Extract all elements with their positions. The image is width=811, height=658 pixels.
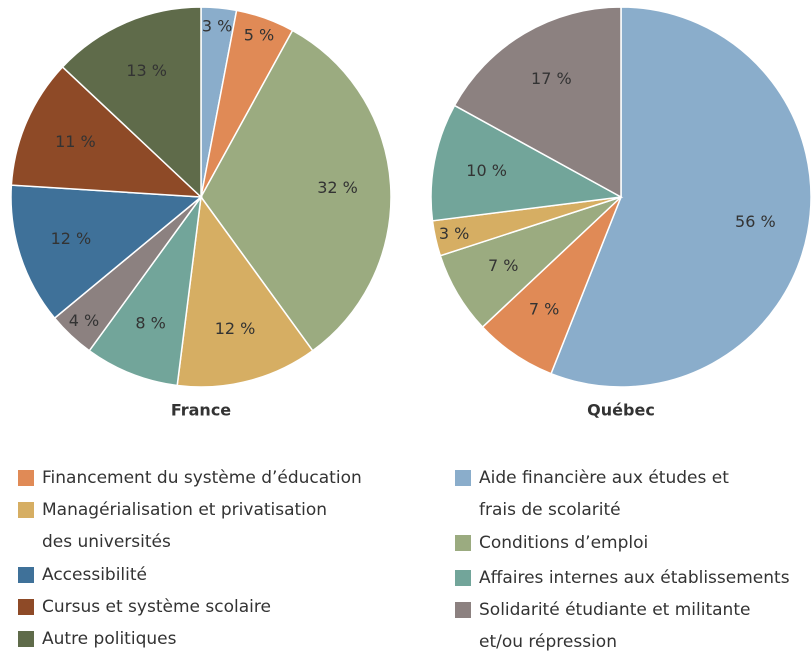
chart-title: France xyxy=(171,401,231,420)
slice-label: 4 % xyxy=(69,311,99,330)
legend-label: Autre politiques xyxy=(42,629,177,649)
legend-swatch xyxy=(18,567,34,583)
slice-label: 11 % xyxy=(55,132,96,151)
legend-item: Aide financière aux études et frais de s… xyxy=(455,462,729,526)
legend-item: Affaires internes aux établissements xyxy=(455,562,811,594)
legend-label: Conditions d’emploi xyxy=(479,533,649,553)
slice-label: 56 % xyxy=(735,212,776,231)
slice-label: 12 % xyxy=(215,319,256,338)
legend-item: Autre politiques xyxy=(18,623,422,655)
pie-slice xyxy=(61,6,202,199)
slice-label: 12 % xyxy=(51,229,92,248)
legend-label: Financement du système d’éducation xyxy=(42,468,362,488)
legend-label: Cursus et système scolaire xyxy=(42,597,271,617)
legend-swatch xyxy=(18,631,34,647)
legend-label: Aide financière aux études et frais de s… xyxy=(479,468,729,520)
pie-slice xyxy=(10,65,204,198)
slice-label: 7 % xyxy=(488,256,518,275)
legend-swatch xyxy=(455,570,471,586)
legend-item: Financement du système d’éducation xyxy=(18,462,422,494)
legend-swatch xyxy=(18,599,34,615)
slice-label: 3 % xyxy=(439,224,469,243)
slice-label: 17 % xyxy=(531,69,572,88)
slice-label: 13 % xyxy=(126,61,167,80)
pie-slice xyxy=(200,29,392,352)
slice-label: 7 % xyxy=(529,300,559,319)
pie-slice xyxy=(176,195,314,388)
legend-swatch xyxy=(18,470,34,486)
legend-item: Managérialisation et privatisation des u… xyxy=(18,494,342,558)
slice-label: 5 % xyxy=(244,26,274,45)
pie-slice xyxy=(430,104,624,222)
legend-label: Affaires internes aux établissements xyxy=(479,568,790,588)
legend-swatch xyxy=(455,470,471,486)
legend-label: Managérialisation et privatisation des u… xyxy=(42,500,328,552)
legend-label: Accessibilité xyxy=(42,565,148,585)
slice-label: 32 % xyxy=(317,178,358,197)
chart-title: Québec xyxy=(587,401,655,420)
pie-slice xyxy=(10,184,203,320)
legend-swatch xyxy=(455,535,471,551)
legend-item: Accessibilité xyxy=(18,559,422,591)
slice-label: 3 % xyxy=(202,16,232,35)
slice-label: 10 % xyxy=(466,161,507,180)
slice-label: 8 % xyxy=(135,314,165,333)
legend-swatch xyxy=(455,602,471,618)
legend-item: Solidarité étudiante et militante et/ou … xyxy=(455,594,779,658)
legend-item: Conditions d’emploi xyxy=(455,527,811,559)
legend-label: Solidarité étudiante et militante et/ou … xyxy=(479,600,751,652)
legend-swatch xyxy=(18,502,34,518)
pie-slice xyxy=(550,6,811,388)
pie-slice xyxy=(453,6,622,199)
legend-item: Cursus et système scolaire xyxy=(18,591,422,623)
pie-slice xyxy=(88,196,202,387)
